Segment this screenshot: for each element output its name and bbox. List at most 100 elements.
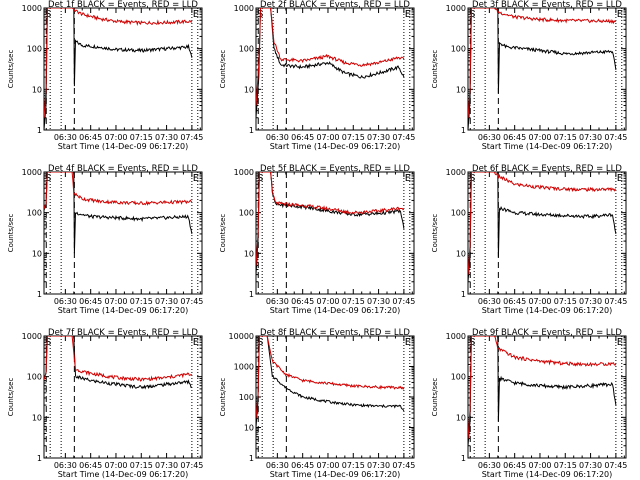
y-tick-label: 1 — [37, 126, 42, 135]
plot-frame — [255, 335, 415, 459]
x-tick-label: 07:00 — [316, 133, 339, 142]
chart-title: Det 2f BLACK = Events, RED = LLD — [260, 0, 410, 10]
y-tick-label: 1 — [249, 290, 254, 299]
x-tick-label: 06:45 — [503, 297, 526, 306]
chart-panel-8: Det 8f BLACK = Events, RED = LLD 1 10 100 10… — [219, 328, 415, 479]
y-tick-label: 1000 — [446, 4, 466, 13]
y-tick-label: 1000 — [22, 332, 42, 341]
x-tick-label: 06:30 — [478, 297, 501, 306]
series-events-line — [468, 172, 617, 282]
y-tick-label: 1 — [37, 454, 42, 463]
end-marker: E — [193, 9, 199, 20]
x-tick-label: 07:15 — [554, 297, 577, 306]
y-tick-label: 100 — [27, 373, 42, 382]
y-tick-label: 1 — [37, 290, 42, 299]
x-tick-label: 06:45 — [79, 133, 102, 142]
series-lld-line — [44, 172, 193, 210]
start-marker: S — [257, 337, 263, 348]
y-tick-label: 1 — [461, 454, 466, 463]
series-lld-line — [468, 8, 617, 118]
y-axis-label: Counts/sec — [7, 378, 15, 417]
y-tick-label: 10 — [32, 85, 42, 94]
plot-frame — [43, 335, 203, 459]
series-lld-line — [44, 8, 193, 118]
y-tick-label: 100 — [451, 209, 466, 218]
chart-title: Det 6f BLACK = Events, RED = LLD — [472, 164, 622, 174]
chart-panel-7: Det 7f BLACK = Events, RED = LLD 1 10 100 10… — [7, 328, 203, 479]
x-tick-label: 06:45 — [503, 133, 526, 142]
x-tick-label: 07:15 — [342, 297, 365, 306]
series-lld-line — [44, 336, 193, 382]
x-tick-label: 07:45 — [392, 461, 415, 470]
x-axis-label: Start Time (14-Dec-09 06:17:20) — [270, 142, 401, 151]
start-marker: S — [45, 337, 51, 348]
plot-frame — [467, 171, 627, 295]
x-tick-label: 06:45 — [503, 461, 526, 470]
series-events-line — [256, 8, 405, 118]
y-tick-label: 100 — [239, 393, 254, 402]
start-marker: S — [257, 173, 263, 184]
y-tick-label: 10 — [456, 413, 466, 422]
x-tick-label: 07:00 — [316, 461, 339, 470]
x-tick-label: 07:00 — [104, 297, 127, 306]
x-tick-label: 07:30 — [367, 297, 390, 306]
series-lld-line — [256, 8, 405, 106]
y-axis-label: Counts/sec — [219, 50, 227, 89]
y-axis-label: Counts/sec — [431, 214, 439, 253]
y-tick-label: 100 — [239, 45, 254, 54]
y-axis-label: Counts/sec — [7, 214, 15, 253]
plot-frame — [467, 335, 627, 459]
chart-panel-9: Det 9f BLACK = Events, RED = LLD 1 10 100 10… — [431, 328, 627, 479]
x-tick-label: 06:30 — [266, 297, 289, 306]
y-axis-label: Counts/sec — [7, 50, 15, 89]
x-tick-label: 06:45 — [79, 297, 102, 306]
x-tick-label: 06:45 — [291, 297, 314, 306]
y-tick-label: 1 — [461, 290, 466, 299]
x-tick-label: 07:45 — [604, 461, 627, 470]
x-tick-label: 07:15 — [342, 461, 365, 470]
series-events-line — [468, 336, 617, 446]
chart-panel-5: Det 5f BLACK = Events, RED = LLD 1 10 100 10… — [219, 164, 415, 315]
x-tick-label: 06:45 — [79, 461, 102, 470]
series-events-line — [44, 8, 193, 130]
end-marker: E — [193, 337, 199, 348]
x-tick-label: 06:30 — [54, 133, 77, 142]
y-tick-label: 100 — [451, 373, 466, 382]
chart-title: Det 7f BLACK = Events, RED = LLD — [48, 328, 198, 338]
x-tick-label: 07:45 — [392, 133, 415, 142]
x-tick-label: 07:00 — [104, 133, 127, 142]
x-tick-label: 07:00 — [528, 461, 551, 470]
x-tick-label: 07:30 — [155, 133, 178, 142]
chart-title: Det 5f BLACK = Events, RED = LLD — [260, 164, 410, 174]
y-tick-label: 10 — [32, 413, 42, 422]
series-lld-line — [468, 336, 617, 439]
y-tick-label: 100 — [27, 45, 42, 54]
end-marker: E — [405, 173, 411, 184]
x-tick-label: 07:30 — [367, 461, 390, 470]
end-marker: E — [405, 9, 411, 20]
y-tick-label: 1000 — [446, 168, 466, 177]
x-tick-label: 06:30 — [478, 133, 501, 142]
y-tick-label: 100 — [239, 209, 254, 218]
y-axis-label: Counts/sec — [219, 378, 227, 417]
x-tick-label: 07:15 — [342, 133, 365, 142]
x-tick-label: 06:45 — [291, 461, 314, 470]
series-events-line — [44, 336, 192, 390]
chart-panel-2: Det 2f BLACK = Events, RED = LLD 1 10 100 10… — [219, 0, 415, 151]
x-tick-label: 07:30 — [155, 461, 178, 470]
x-axis-label: Start Time (14-Dec-09 06:17:20) — [482, 306, 613, 315]
plot-frame — [43, 7, 203, 131]
start-marker: S — [45, 9, 51, 20]
x-axis-label: Start Time (14-Dec-09 06:17:20) — [482, 142, 613, 151]
series-events-line — [256, 336, 405, 428]
y-tick-label: 1000 — [446, 332, 466, 341]
end-marker: E — [405, 337, 411, 348]
x-tick-label: 06:30 — [54, 461, 77, 470]
x-tick-label: 07:45 — [180, 297, 203, 306]
series-lld-line — [468, 172, 616, 275]
x-tick-label: 07:00 — [104, 461, 127, 470]
x-tick-label: 07:15 — [130, 297, 153, 306]
x-tick-label: 07:45 — [604, 297, 627, 306]
x-tick-label: 06:30 — [54, 297, 77, 306]
